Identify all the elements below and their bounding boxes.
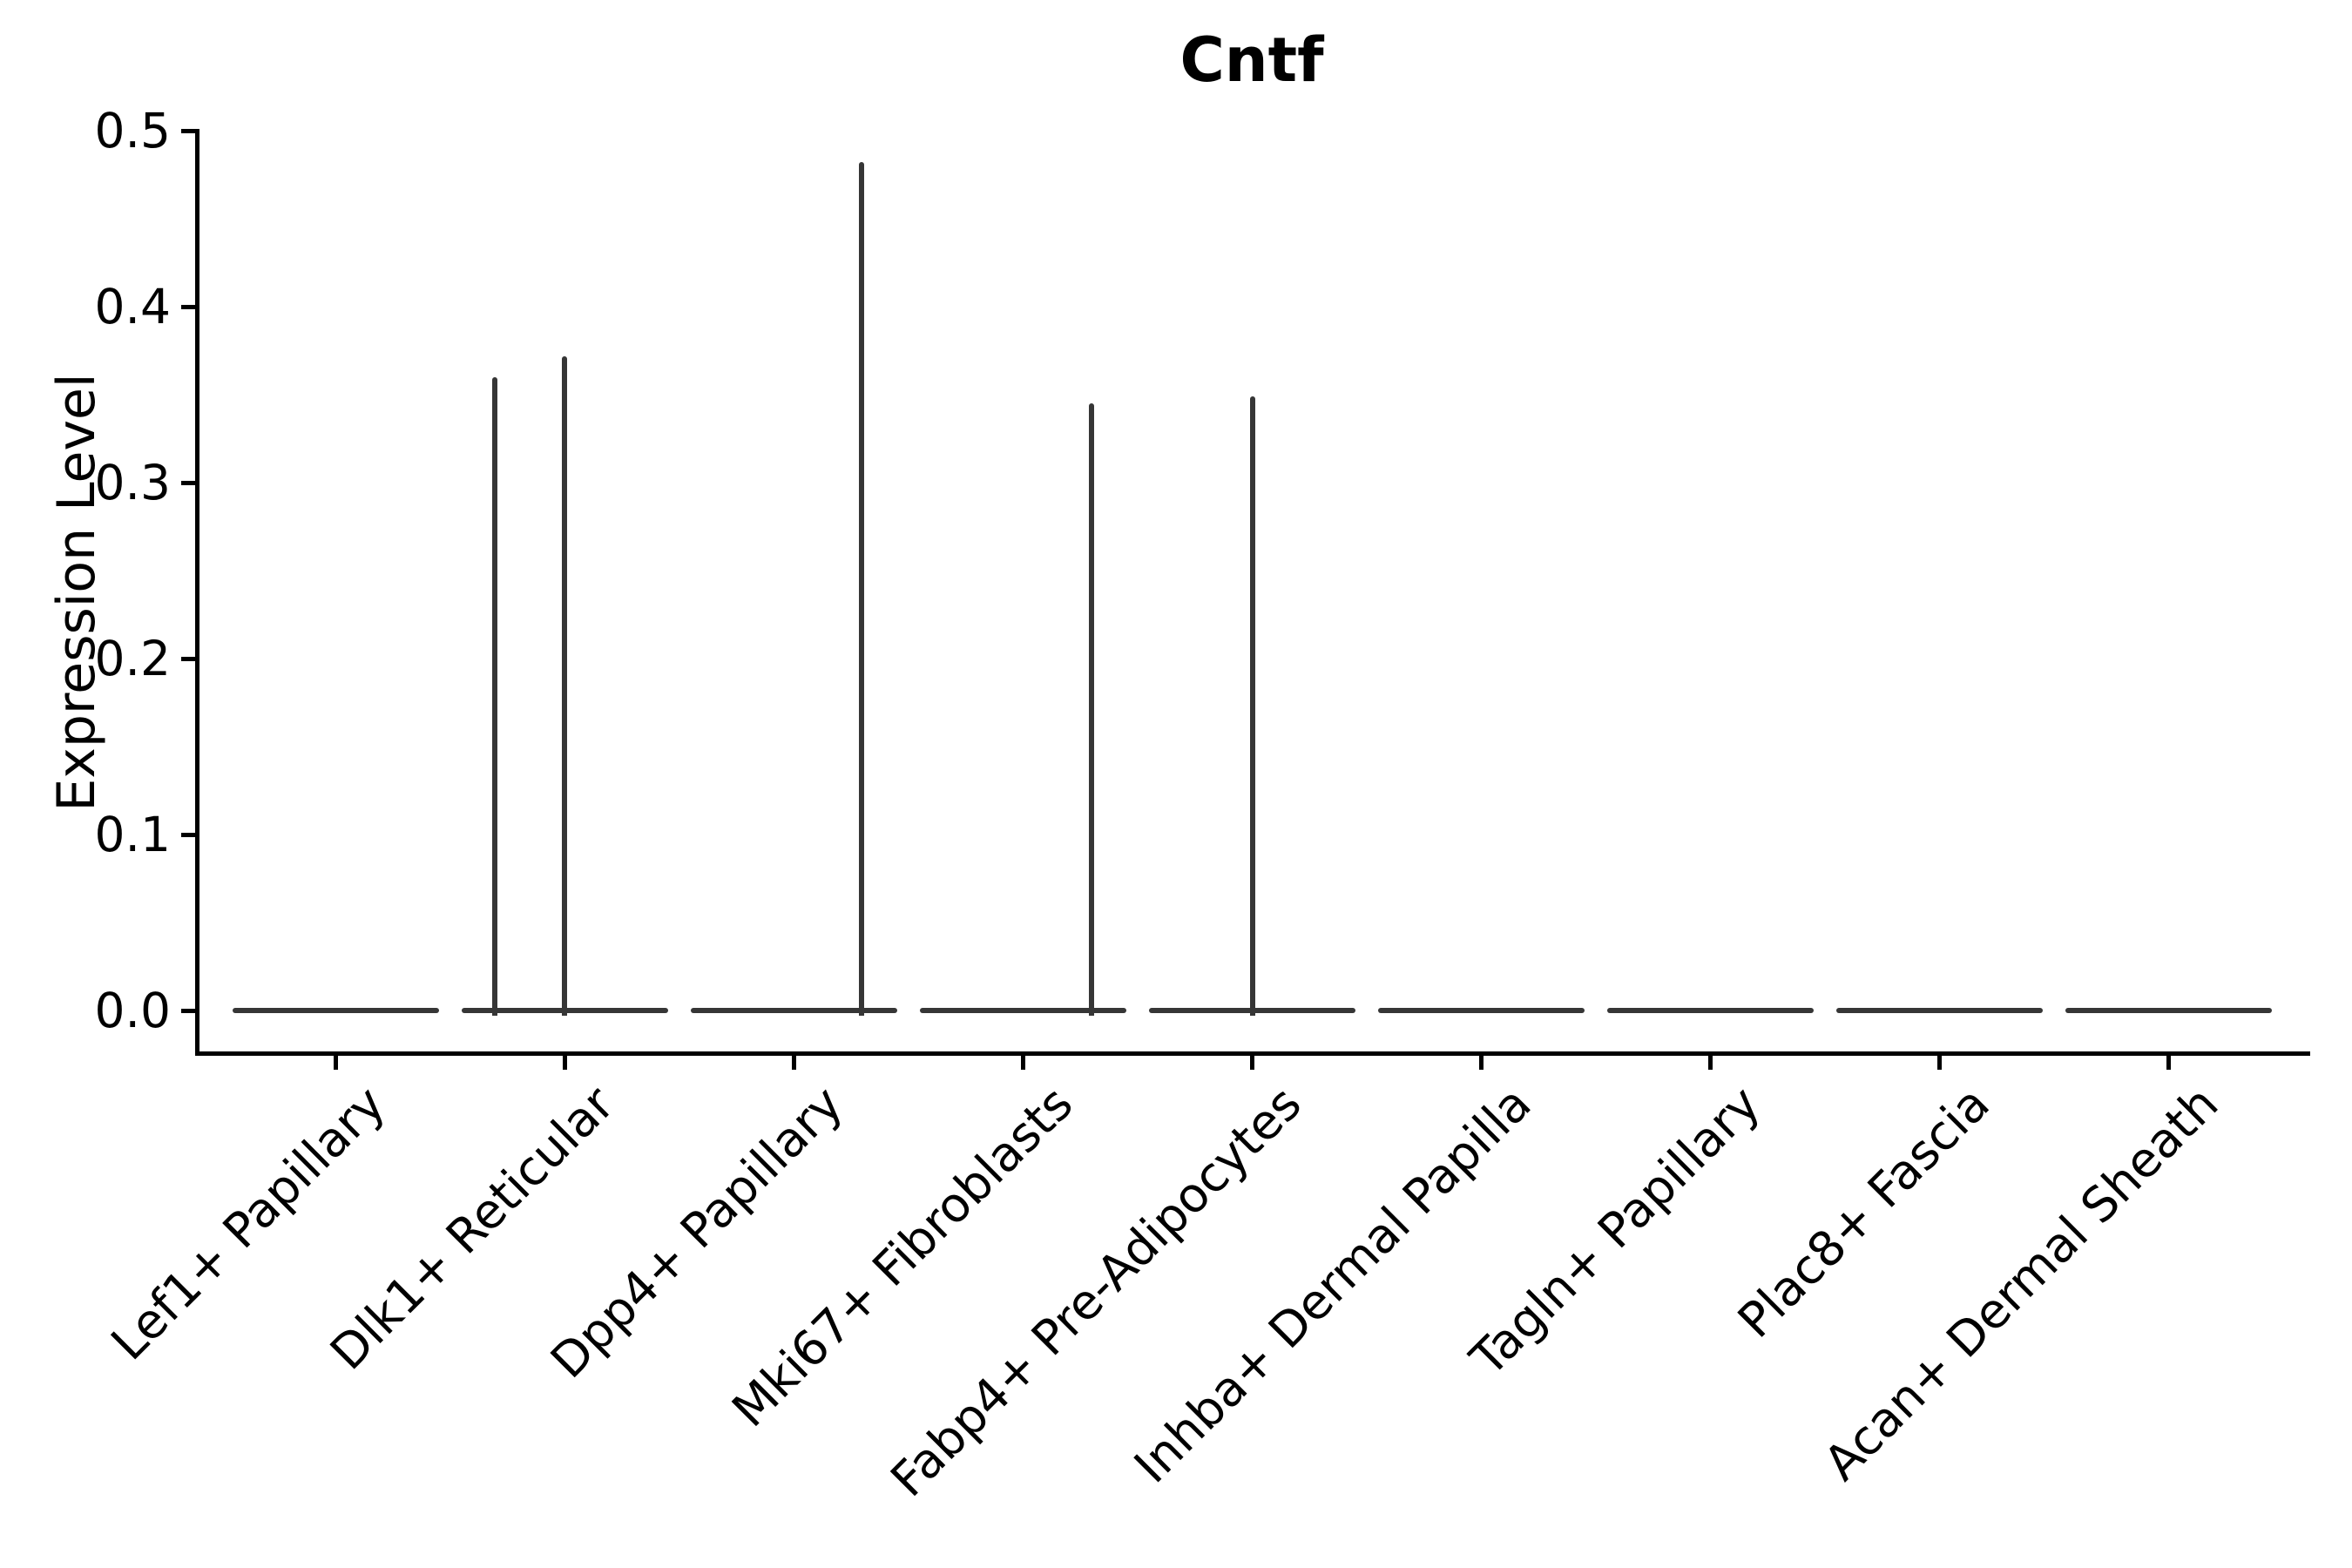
x-tick-mark (2166, 1056, 2172, 1070)
y-tick-mark (181, 128, 196, 133)
x-tick-mark (1708, 1056, 1713, 1070)
y-tick-mark (181, 656, 196, 661)
violin-spike (1089, 403, 1095, 1016)
y-tick-label: 0.5 (94, 103, 171, 159)
y-axis-label: Expression Level (46, 373, 107, 812)
y-tick-label: 0.4 (94, 279, 171, 335)
x-tick-label: Inhba+ Dermal Papilla (1123, 1075, 1542, 1494)
y-tick-mark (181, 1008, 196, 1013)
y-axis-spine (195, 129, 199, 1056)
y-tick-mark (181, 832, 196, 837)
violin-spike (1250, 396, 1256, 1016)
x-tick-mark (1249, 1056, 1254, 1070)
violin-baseline (2065, 1008, 2273, 1013)
violin-baseline (919, 1008, 1126, 1013)
x-tick-mark (562, 1056, 567, 1070)
violin-baseline (1836, 1008, 2044, 1013)
x-tick-mark (1479, 1056, 1484, 1070)
violin-baseline (690, 1008, 897, 1013)
violin-spike (562, 355, 568, 1016)
y-tick-mark (181, 304, 196, 309)
x-axis-spine (195, 1051, 2310, 1056)
y-tick-label: 0.0 (94, 983, 171, 1038)
x-tick-mark (333, 1056, 338, 1070)
violin-baseline (1607, 1008, 1815, 1013)
y-tick-mark (181, 480, 196, 485)
violin-baseline (232, 1008, 439, 1013)
x-tick-label: Fabp4+ Pre-Adipocytes (880, 1075, 1313, 1508)
y-tick-label: 0.1 (94, 807, 171, 862)
x-tick-mark (1937, 1056, 1943, 1070)
plot-title: Cntf (1179, 24, 1324, 96)
x-tick-mark (1020, 1056, 1025, 1070)
violin-spike (859, 162, 865, 1016)
violin-baseline (1378, 1008, 1585, 1013)
y-tick-label: 0.2 (94, 631, 171, 686)
violin-spike (492, 376, 498, 1016)
x-tick-label: Acan+ Dermal Sheath (1813, 1075, 2229, 1491)
y-tick-label: 0.3 (94, 455, 171, 510)
x-tick-mark (791, 1056, 796, 1070)
